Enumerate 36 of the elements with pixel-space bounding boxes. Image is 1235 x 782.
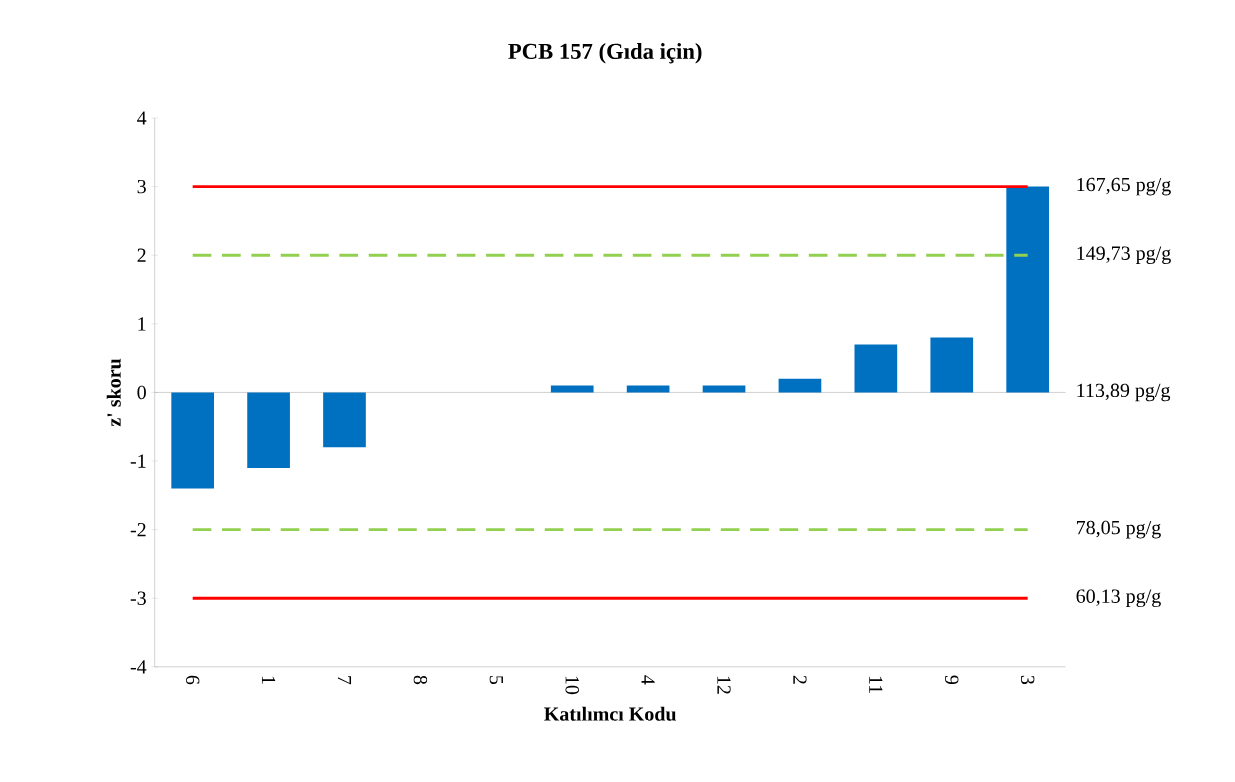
x-tick-label: 1 [261, 676, 276, 684]
x-tick-label: 5 [489, 676, 503, 685]
y-tick-label: 0 [137, 385, 146, 400]
bar [930, 337, 974, 393]
y-tick-label: 1 [138, 317, 146, 331]
bar [171, 392, 215, 489]
x-tick-label: 8 [413, 675, 428, 685]
x-tick-label: 7 [337, 676, 352, 685]
y-tick-label: -4 [130, 660, 147, 674]
x-tick-label: 4 [641, 675, 655, 685]
x-tick-label: 11 [869, 676, 883, 694]
bar [323, 392, 366, 448]
y-tick-label: -3 [130, 591, 146, 606]
bar [1006, 186, 1050, 393]
bar [247, 392, 290, 469]
x-tick-label: 12 [717, 676, 731, 695]
y-tick-label: 3 [137, 180, 146, 194]
x-tick-label: 6 [185, 675, 200, 685]
y-axis-title: z' skoru [106, 359, 121, 427]
ref-line-label: 78,05 pg/g [1076, 521, 1161, 539]
y-tick-label: -2 [130, 523, 146, 537]
x-tick-label: 10 [565, 676, 579, 695]
text: 113,89 pg/g [1077, 383, 1171, 402]
chart-title: PCB 157 (Gıda için) [508, 43, 702, 64]
ref-line-label: 167,65 pg/g [1077, 178, 1171, 196]
x-tick-label: 9 [945, 675, 959, 685]
ref-line-label: 60,13 pg/g [1076, 589, 1161, 608]
bar [778, 378, 822, 393]
ref-line-label: 149,73 pg/g [1077, 246, 1171, 265]
y-tick-label: 4 [137, 111, 147, 125]
y-tick-label: -1 [130, 454, 146, 468]
x-tick-label: 3 [1020, 676, 1035, 685]
bar [854, 344, 898, 393]
x-axis-title: Katılımcı Kodu [544, 706, 677, 722]
y-tick-label: 2 [137, 248, 146, 263]
x-tick-label: 2 [793, 675, 807, 685]
